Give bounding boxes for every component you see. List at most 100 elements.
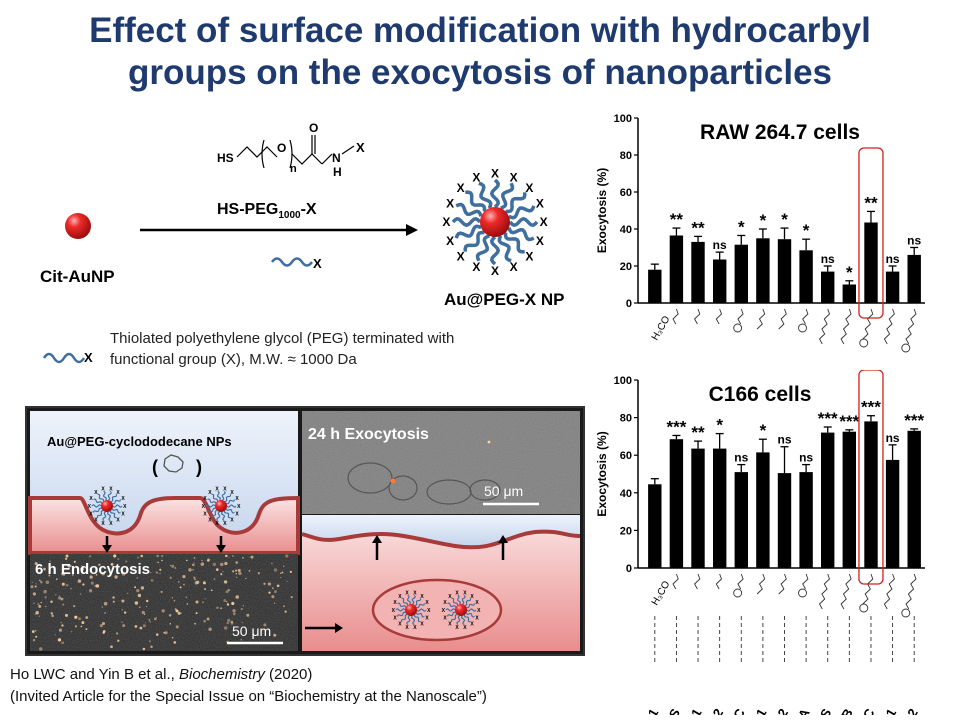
bar	[864, 421, 878, 568]
peg-chain	[224, 510, 231, 519]
endocytosis-label: 6 h Endocytosis	[35, 561, 150, 578]
legend-x: X	[84, 350, 93, 365]
cit-aunp-label: Cit-AuNP	[40, 267, 115, 286]
peg-chain	[206, 507, 216, 513]
terminal-x-label: X	[235, 496, 239, 502]
chart-raw-264-7: 0 20 40 60 80 100 Exocytosis (%) RAW 264.7 cell…	[595, 113, 925, 353]
significance-label: ***	[904, 411, 924, 430]
peg-chain	[221, 491, 226, 501]
bar	[885, 271, 900, 303]
bar	[734, 244, 748, 303]
peg-chain	[102, 511, 107, 521]
terminal-x-label: X	[475, 616, 479, 622]
chart-title: C166 cells	[709, 383, 812, 406]
terminal-x-label: X	[455, 590, 459, 596]
bar	[821, 271, 835, 303]
bar	[691, 241, 705, 303]
terminal-x-label: X	[230, 490, 234, 496]
terminal-x-label: X	[393, 616, 397, 622]
endosome	[371, 578, 503, 642]
y-tick-label: 0	[626, 298, 632, 310]
terminal-x-label: X	[116, 490, 120, 496]
peg-chain	[475, 234, 490, 262]
peg-chain	[508, 216, 539, 228]
y-axis-label: Exocytosis (%)	[595, 168, 609, 253]
terminal-x-label: X	[223, 521, 227, 527]
terminal-x-label: X	[540, 215, 548, 229]
bar	[799, 250, 813, 303]
peg-squiggle-icon	[270, 257, 314, 267]
bar	[669, 235, 684, 303]
paren-left: (	[152, 457, 158, 477]
peg-chain	[112, 504, 123, 508]
terminal-x-label: X	[208, 518, 212, 524]
substituent-structure	[859, 308, 874, 348]
bar	[756, 452, 770, 568]
peg-chain	[465, 190, 487, 212]
page-title: Effect of surface modification with hydr…	[0, 10, 960, 94]
significance-label: ns	[821, 252, 835, 266]
terminal-x-label: X	[470, 622, 474, 628]
bar	[713, 448, 727, 568]
terminal-x-label: X	[525, 250, 533, 264]
cyclododecane-icon	[163, 454, 184, 473]
significance-label: *	[846, 263, 853, 282]
terminal-x-label: X	[89, 512, 93, 518]
y-tick-label: 20	[620, 261, 632, 273]
substituent-structure	[901, 308, 917, 353]
peg-chain	[97, 493, 104, 502]
chart-c166: 0 20 40 60 80 100 Exocytosis (%) C166 cells H₃CO…	[595, 370, 925, 715]
reaction-scheme: Cit-AuNP HS O n O N H X HS-PEG1000-X X X…	[40, 121, 564, 309]
peg-chain	[505, 192, 527, 214]
y-axis-label: Exocytosis (%)	[595, 431, 609, 516]
bar	[907, 430, 921, 568]
peg-structure: HS O n O N H X	[217, 121, 365, 179]
substituent-structure	[694, 308, 701, 325]
peg-chain	[497, 235, 512, 263]
peg-chain	[220, 511, 226, 522]
citation-line-1: Ho LWC and Yin B et al., Biochemistry (2…	[10, 664, 487, 686]
terminal-x-label: X	[223, 486, 227, 492]
terminal-x-label: X	[457, 181, 465, 195]
peg-chain	[225, 508, 235, 514]
structure-n: N	[332, 151, 341, 165]
peg-chain	[500, 182, 515, 210]
substituent-structure	[818, 573, 831, 610]
substituent-structure	[715, 573, 723, 590]
terminal-x-label: X	[448, 622, 452, 628]
significance-label: ns	[886, 252, 900, 266]
terminal-x-label: X	[123, 504, 127, 510]
terminal-x-label: X	[446, 234, 454, 248]
substituent-structure	[818, 308, 831, 345]
terminal-x-label: X	[89, 496, 93, 502]
terminal-x-label: X	[491, 167, 499, 181]
peg-chain	[106, 511, 112, 522]
terminal-x-label: X	[463, 590, 467, 596]
significance-label: ***	[666, 417, 686, 436]
peg-chain	[445, 608, 456, 612]
peg-chain	[460, 615, 466, 626]
terminal-x-label: X	[457, 250, 465, 264]
terminal-x-label: X	[536, 197, 544, 211]
structure-h: H	[333, 165, 342, 179]
peg-chain	[92, 507, 102, 513]
peg-chain	[451, 216, 482, 228]
terminal-x-label: X	[208, 490, 212, 496]
category-label: C12S	[805, 706, 834, 715]
terminal-x-label: X	[470, 594, 474, 600]
terminal-x-label: X	[510, 260, 518, 274]
substituent-structure	[883, 308, 895, 345]
category-label: C6B-1	[673, 706, 705, 715]
peg-chain	[447, 602, 457, 608]
peg-chain	[211, 493, 218, 502]
paren-right: )	[196, 457, 202, 477]
peg-chain	[110, 494, 118, 502]
bar	[842, 284, 856, 303]
terminal-x-label: X	[510, 170, 518, 184]
peg-chain	[456, 594, 462, 605]
legend-line-1: Thiolated polyethylene glycol (PEG) term…	[110, 330, 455, 347]
bar	[864, 222, 878, 303]
terminal-x-label: X	[94, 518, 98, 524]
